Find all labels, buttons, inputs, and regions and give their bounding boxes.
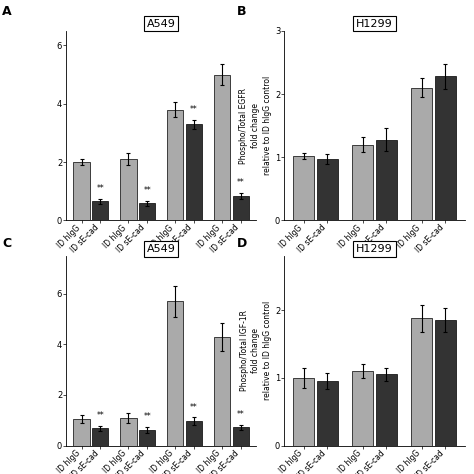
Bar — [186, 124, 202, 220]
Bar — [293, 378, 314, 446]
Bar — [376, 139, 397, 220]
Bar — [139, 203, 155, 220]
Bar — [233, 196, 249, 220]
Text: **: ** — [190, 402, 198, 411]
Text: D: D — [237, 237, 247, 250]
Bar — [139, 430, 155, 446]
Title: A549: A549 — [147, 244, 175, 254]
Bar — [317, 381, 337, 446]
Text: **: ** — [143, 412, 151, 421]
Text: **: ** — [143, 186, 151, 195]
Text: A: A — [2, 5, 12, 18]
Bar — [233, 428, 249, 446]
Title: A549: A549 — [147, 18, 175, 28]
Bar — [92, 201, 109, 220]
Text: **: ** — [96, 184, 104, 193]
Bar — [120, 159, 137, 220]
Text: **: ** — [190, 105, 198, 114]
Bar — [317, 159, 337, 220]
Title: H1299: H1299 — [356, 244, 393, 254]
Text: **: ** — [237, 178, 245, 187]
Bar — [186, 421, 202, 446]
Bar — [376, 374, 397, 446]
Bar — [214, 337, 230, 446]
Bar — [352, 145, 373, 220]
Bar — [411, 318, 432, 446]
Bar — [411, 88, 432, 220]
Text: **: ** — [96, 411, 104, 420]
Y-axis label: Phospho/Total IGF-1R
fold change
relative to ID hIgG control: Phospho/Total IGF-1R fold change relativ… — [239, 301, 272, 401]
Bar — [167, 301, 183, 446]
Bar — [92, 428, 109, 446]
Bar — [73, 419, 90, 446]
Text: **: ** — [237, 410, 245, 419]
Bar — [120, 418, 137, 446]
Bar — [214, 74, 230, 220]
Title: H1299: H1299 — [356, 18, 393, 28]
Bar — [352, 371, 373, 446]
Text: B: B — [237, 5, 246, 18]
Bar — [435, 320, 456, 446]
Text: C: C — [2, 237, 11, 250]
Bar — [167, 109, 183, 220]
Bar — [435, 76, 456, 220]
Bar — [293, 156, 314, 220]
Y-axis label: Phospho/Total EGFR
fold change
relative to ID hIgG control: Phospho/Total EGFR fold change relative … — [239, 76, 272, 175]
Bar — [73, 162, 90, 220]
